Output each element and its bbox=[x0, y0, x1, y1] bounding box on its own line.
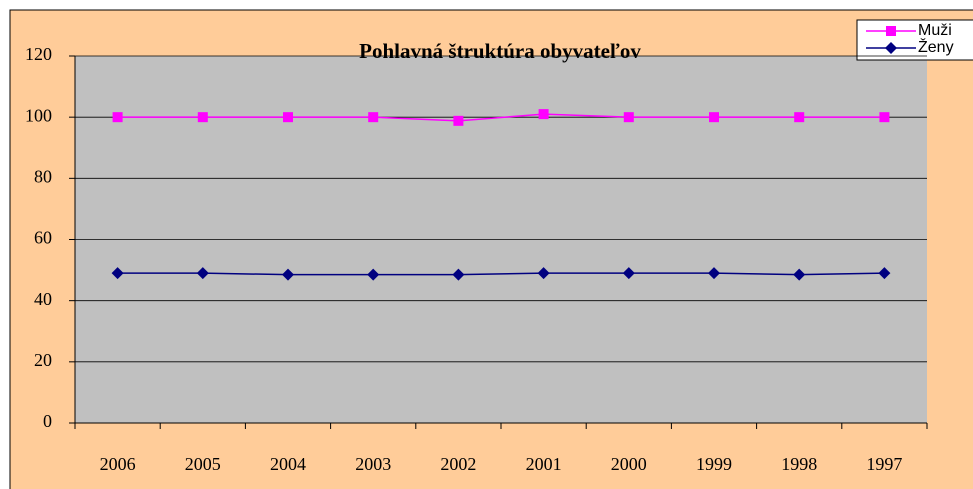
y-tick-label: 40 bbox=[34, 289, 52, 309]
y-tick-label: 120 bbox=[25, 44, 52, 64]
point bbox=[793, 268, 806, 281]
point bbox=[283, 112, 293, 123]
x-tick-label: 2001 bbox=[526, 454, 562, 474]
chart-title: Pohlavná štruktúra obyvateľov bbox=[359, 39, 641, 63]
point bbox=[878, 267, 891, 280]
point bbox=[196, 267, 209, 280]
point bbox=[197, 112, 208, 123]
point bbox=[794, 112, 805, 123]
point bbox=[112, 112, 123, 123]
line bbox=[117, 113, 885, 122]
legend-marker bbox=[886, 26, 896, 36]
point bbox=[537, 267, 550, 280]
x-tick-label: 2004 bbox=[270, 454, 306, 474]
point bbox=[622, 267, 635, 280]
y-tick-label: 0 bbox=[43, 411, 52, 431]
point bbox=[623, 112, 634, 123]
point bbox=[453, 115, 464, 126]
y-tick-label: 100 bbox=[25, 105, 52, 125]
legend-label: Ženy bbox=[918, 37, 954, 56]
y-tick-label: 80 bbox=[34, 166, 52, 186]
y-tick-label: 20 bbox=[34, 350, 52, 370]
x-tick-label: 1999 bbox=[696, 454, 732, 474]
x-tick-label: 1997 bbox=[866, 454, 902, 474]
legend bbox=[856, 19, 973, 61]
point bbox=[538, 109, 549, 120]
legend-marker bbox=[885, 42, 897, 54]
x-tick-label: 2005 bbox=[185, 454, 221, 474]
legend-label: Muži bbox=[918, 22, 952, 39]
line bbox=[117, 272, 885, 276]
x-tick-label: 2006 bbox=[100, 454, 136, 474]
point bbox=[368, 112, 379, 123]
point bbox=[282, 268, 294, 281]
x-tick-label: 2000 bbox=[611, 454, 647, 474]
x-tick-label: 2002 bbox=[440, 454, 476, 474]
point bbox=[111, 267, 124, 280]
point bbox=[367, 268, 380, 281]
point bbox=[708, 267, 720, 280]
point bbox=[879, 112, 890, 123]
point bbox=[452, 268, 465, 281]
x-tick-label: 1998 bbox=[781, 454, 817, 474]
point bbox=[709, 112, 719, 123]
x-tick-label: 2003 bbox=[355, 454, 391, 474]
y-tick-label: 60 bbox=[34, 228, 52, 248]
